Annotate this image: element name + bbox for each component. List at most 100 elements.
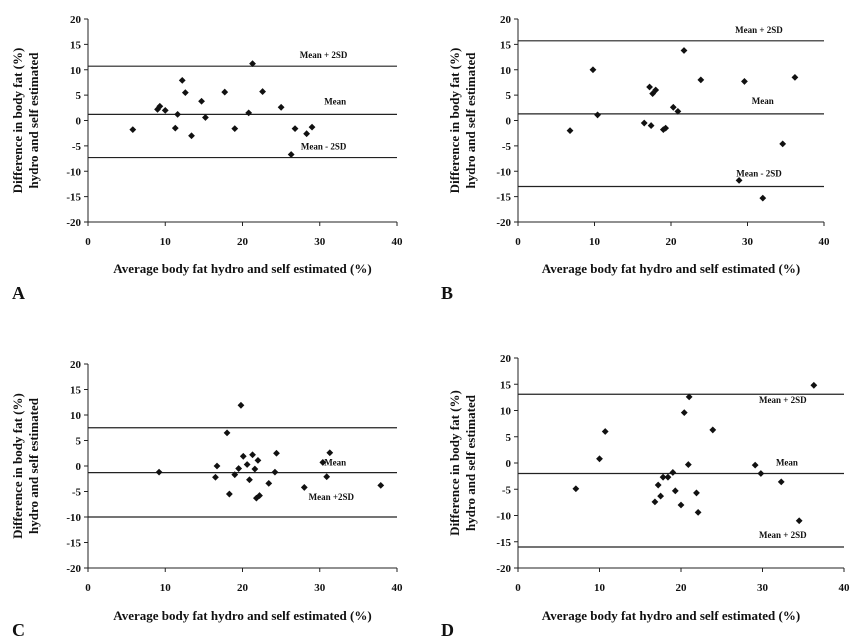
panel-d: 20 15 10 5 0 -5 -10 -15 -20 0 10 20 30 40 Mean + 2SD Me… xyxy=(441,353,850,640)
y-axis-label-line-2: hydro and self estimated xyxy=(463,52,478,189)
data-point xyxy=(246,476,253,484)
y-axis-label-line-2: hydro and self estimated xyxy=(26,397,41,534)
y-tick-label: 15 xyxy=(70,385,82,397)
x-tick-label: 20 xyxy=(676,582,688,594)
data-point xyxy=(652,86,660,94)
data-point xyxy=(659,473,667,481)
data-point xyxy=(677,501,685,509)
data-point xyxy=(154,105,161,113)
data-point xyxy=(669,103,677,111)
reference-line-label: Mean + 2SD xyxy=(735,25,783,35)
x-tick-label: 40 xyxy=(819,236,831,248)
y-tick-label: 5 xyxy=(76,90,82,102)
y-tick-label: 15 xyxy=(500,379,512,391)
data-point xyxy=(249,451,256,459)
data-point xyxy=(223,429,231,437)
panel-letter: A xyxy=(12,283,25,303)
data-point xyxy=(674,107,682,115)
data-point xyxy=(287,151,295,158)
x-tick-label: 40 xyxy=(392,582,404,594)
data-point xyxy=(254,456,262,464)
x-tick-label: 40 xyxy=(839,582,851,594)
reference-line-label: Mean - 2SD xyxy=(736,168,782,178)
y-tick-label: -5 xyxy=(72,487,82,499)
y-tick-label: -20 xyxy=(66,563,81,575)
y-tick-label: 15 xyxy=(70,39,82,51)
data-point xyxy=(647,122,655,129)
x-tick-label: 0 xyxy=(515,582,521,594)
data-point xyxy=(202,114,209,121)
data-point xyxy=(188,132,195,140)
data-point xyxy=(735,176,743,184)
reference-line-label: Mean + 2SD xyxy=(759,395,807,405)
data-point xyxy=(277,103,285,111)
data-point xyxy=(300,484,308,491)
data-point xyxy=(680,409,688,416)
y-tick-label: 0 xyxy=(506,116,512,128)
data-point xyxy=(685,393,693,401)
data-point xyxy=(171,124,179,132)
y-tick-label: -15 xyxy=(496,192,511,204)
y-tick-label: 5 xyxy=(76,436,82,448)
y-tick-label: -20 xyxy=(496,563,511,575)
y-tick-label: -5 xyxy=(502,484,512,496)
data-point xyxy=(566,127,574,135)
data-point xyxy=(273,449,280,457)
data-point xyxy=(249,60,256,68)
data-point xyxy=(308,123,316,131)
x-tick-label: 10 xyxy=(160,582,172,594)
data-point xyxy=(694,508,702,516)
data-point xyxy=(662,124,670,132)
x-tick-label: 0 xyxy=(85,582,91,594)
data-point xyxy=(155,468,163,476)
y-tick-label: 20 xyxy=(70,359,82,371)
y-tick-label: 20 xyxy=(70,14,82,26)
y-tick-label: 15 xyxy=(500,39,512,51)
x-tick-label: 0 xyxy=(85,236,91,248)
data-point xyxy=(594,111,601,119)
x-axis-label: Average body fat hydro and self estimate… xyxy=(113,261,371,276)
data-point xyxy=(709,426,717,434)
y-tick-label: -15 xyxy=(66,192,81,204)
data-point xyxy=(213,462,221,470)
data-point xyxy=(245,109,253,117)
y-tick-label: 10 xyxy=(70,410,82,422)
data-point xyxy=(669,469,677,476)
data-point xyxy=(319,459,327,466)
reference-line-label: Mean +2SD xyxy=(309,492,355,502)
data-point xyxy=(259,88,266,95)
data-point xyxy=(181,89,189,96)
data-point xyxy=(601,428,609,435)
y-tick-label: 10 xyxy=(70,65,82,77)
data-point xyxy=(198,97,205,105)
x-axis-label: Average body fat hydro and self estimate… xyxy=(542,608,800,623)
data-point xyxy=(377,481,385,489)
y-tick-label: -20 xyxy=(496,217,511,229)
x-axis-label: Average body fat hydro and self estimate… xyxy=(113,608,371,623)
x-tick-label: 10 xyxy=(160,236,172,248)
reference-line-label: Mean xyxy=(776,458,798,468)
data-point xyxy=(664,473,672,481)
y-axis-label-line-1: Difference in body fat (%) xyxy=(10,393,25,539)
reference-line-label: Mean + 2SD xyxy=(300,50,348,60)
y-tick-label: 0 xyxy=(506,458,512,470)
y-tick-label: -10 xyxy=(496,511,511,523)
y-axis-label-line-1: Difference in body fat (%) xyxy=(447,48,462,194)
y-tick-label: -20 xyxy=(66,217,81,229)
y-tick-label: 5 xyxy=(506,90,512,102)
data-point xyxy=(271,468,279,476)
data-point xyxy=(178,77,186,84)
data-point xyxy=(225,490,233,498)
data-point xyxy=(596,455,603,463)
x-tick-label: 20 xyxy=(666,236,678,248)
y-axis-label-line-1: Difference in body fat (%) xyxy=(447,390,462,536)
x-tick-label: 20 xyxy=(237,236,249,248)
reference-line-label: Mean - 2SD xyxy=(301,142,347,152)
data-point xyxy=(693,489,700,497)
panel-c: 20 15 10 5 0 -5 -10 -15 -20 0 10 20 30 40 Mean Mean +2S… xyxy=(10,359,403,640)
y-tick-label: -15 xyxy=(496,537,511,549)
data-point xyxy=(572,485,580,493)
data-point xyxy=(646,83,653,91)
y-tick-label: -5 xyxy=(72,141,82,153)
